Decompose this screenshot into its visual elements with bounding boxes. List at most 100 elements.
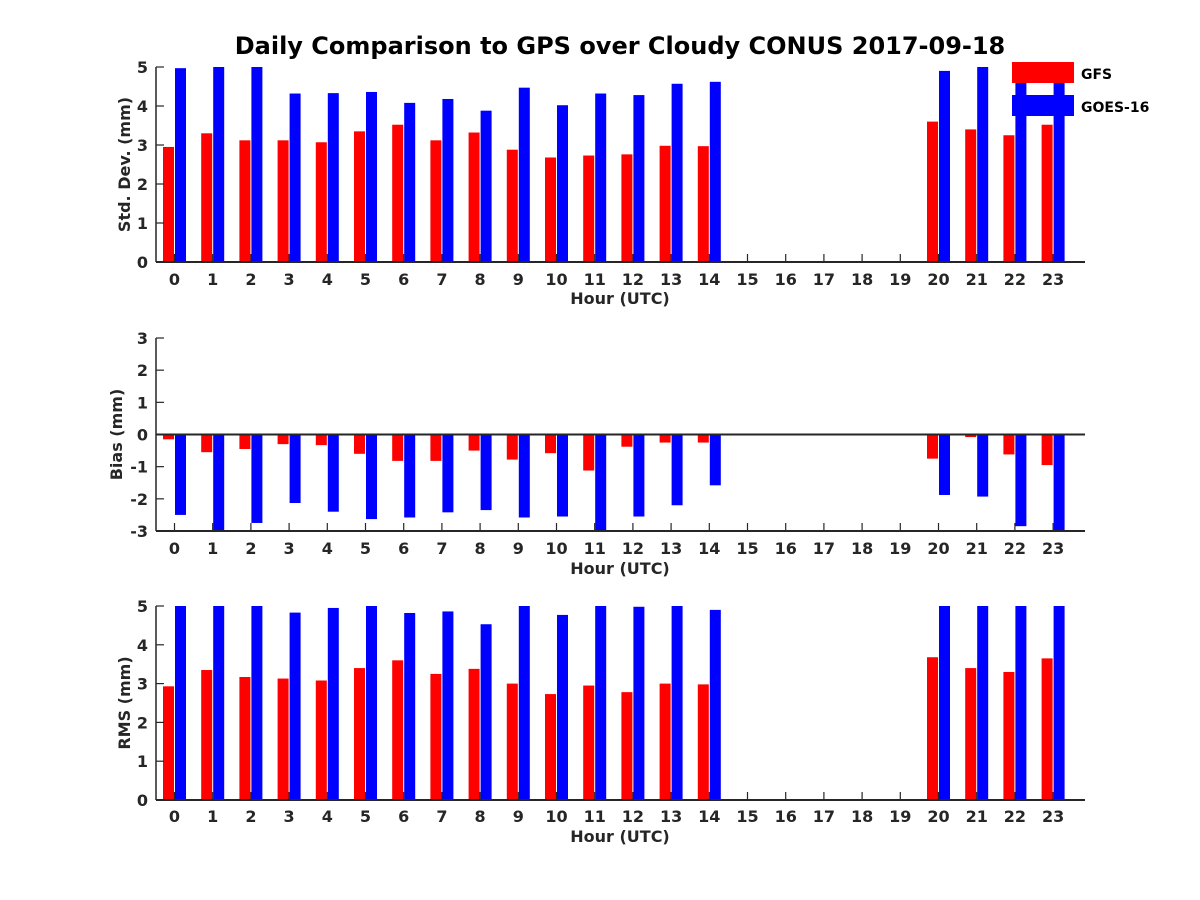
bar-rms-gfs-8 [468, 668, 480, 800]
x-tick-label-std: 21 [966, 270, 988, 289]
bar-bias-goes16-0 [175, 434, 186, 515]
bar-rms-gfs-13 [659, 683, 671, 800]
legend: GFS GOES-16 [1012, 62, 1149, 116]
x-tick-label-std: 18 [851, 270, 873, 289]
bar-rms-goes16-21 [977, 606, 989, 800]
bar-rms-goes16-5 [366, 606, 377, 800]
bar-std-gfs-5 [354, 131, 365, 262]
bar-bias-gfs-22 [1003, 434, 1015, 455]
x-tick-label-rms: 4 [322, 807, 333, 826]
bar-bias-goes16-6 [404, 434, 416, 518]
bar-bias-gfs-1 [201, 434, 213, 453]
x-tick-label-rms: 12 [622, 807, 644, 826]
bar-std-goes16-8 [480, 110, 492, 263]
bar-bias-gfs-11 [583, 434, 595, 471]
y-tick-label-bias: -3 [130, 522, 148, 541]
bar-rms-gfs-12 [621, 692, 633, 800]
y-tick-label-std: 5 [137, 58, 148, 77]
bar-bias-gfs-23 [1041, 434, 1053, 466]
x-tick-label-bias: 17 [813, 539, 835, 558]
bar-std-goes16-7 [442, 98, 454, 262]
bar-std-gfs-13 [659, 145, 671, 262]
x-tick-label-rms: 13 [660, 807, 682, 826]
bar-bias-gfs-13 [659, 434, 671, 443]
bar-bias-gfs-9 [506, 434, 518, 460]
bar-std-goes16-21 [977, 67, 989, 262]
bar-std-goes16-10 [557, 105, 568, 262]
x-tick-label-std: 19 [889, 270, 911, 289]
bar-rms-gfs-7 [430, 673, 442, 800]
bar-rms-gfs-9 [506, 683, 518, 800]
x-tick-label-bias: 2 [245, 539, 256, 558]
bar-rms-goes16-6 [404, 612, 416, 800]
x-tick-label-rms: 16 [775, 807, 797, 826]
x-tick-label-bias: 14 [698, 539, 720, 558]
bar-rms-gfs-23 [1041, 658, 1053, 800]
bar-bias-gfs-21 [965, 434, 977, 438]
y-axis-label-rms: RMS (mm) [115, 656, 134, 749]
bar-bias-goes16-7 [442, 434, 454, 513]
bar-rms-goes16-20 [939, 606, 950, 800]
legend-label-goes16: GOES-16 [1081, 100, 1149, 116]
bar-std-goes16-2 [251, 67, 263, 262]
x-tick-label-std: 0 [169, 270, 180, 289]
x-tick-label-rms: 2 [245, 807, 256, 826]
bar-bias-goes16-22 [1015, 434, 1027, 527]
bar-std-gfs-21 [965, 129, 977, 262]
bar-std-goes16-22 [1015, 70, 1027, 263]
x-tick-label-bias: 19 [889, 539, 911, 558]
y-tick-label-bias: -2 [130, 490, 148, 509]
bar-bias-goes16-12 [633, 434, 645, 517]
x-tick-label-std: 23 [1042, 270, 1064, 289]
y-axis-label-std: Std. Dev. (mm) [115, 97, 134, 232]
y-tick-label-std: 4 [137, 97, 148, 116]
bar-bias-gfs-12 [621, 434, 633, 447]
bar-rms-gfs-2 [239, 677, 251, 800]
y-tick-label-bias: 1 [137, 393, 148, 412]
bar-bias-gfs-4 [315, 434, 327, 446]
bar-std-goes16-20 [939, 70, 950, 263]
bar-std-goes16-3 [289, 93, 301, 263]
bar-rms-gfs-22 [1003, 671, 1015, 800]
x-tick-label-rms: 17 [813, 807, 835, 826]
legend-swatch-gfs [1012, 62, 1074, 83]
bar-rms-gfs-11 [583, 685, 595, 800]
x-tick-label-std: 7 [436, 270, 447, 289]
bar-std-goes16-9 [518, 87, 530, 262]
bar-std-gfs-0 [163, 146, 174, 262]
bar-bias-goes16-13 [671, 434, 683, 506]
y-tick-label-bias: 3 [137, 329, 148, 348]
y-tick-label-std: 2 [137, 175, 148, 194]
y-tick-label-rms: 5 [137, 597, 148, 616]
bar-bias-gfs-20 [927, 434, 938, 459]
x-tick-label-std: 6 [398, 270, 409, 289]
x-tick-label-std: 12 [622, 270, 644, 289]
bar-rms-gfs-5 [354, 668, 365, 800]
x-tick-label-std: 14 [698, 270, 720, 289]
bar-std-goes16-12 [633, 95, 645, 262]
bar-bias-gfs-2 [239, 434, 251, 449]
bar-std-gfs-1 [201, 133, 213, 262]
bar-std-gfs-11 [583, 155, 595, 262]
bar-bias-gfs-3 [277, 434, 289, 445]
y-tick-label-rms: 3 [137, 675, 148, 694]
bar-rms-goes16-10 [557, 614, 568, 800]
x-tick-label-bias: 6 [398, 539, 409, 558]
bar-rms-gfs-4 [315, 680, 327, 800]
bar-rms-goes16-22 [1015, 606, 1027, 800]
bar-bias-goes16-11 [595, 434, 607, 531]
x-tick-label-rms: 22 [1004, 807, 1026, 826]
y-tick-label-std: 3 [137, 136, 148, 155]
bar-rms-gfs-0 [163, 686, 174, 800]
x-tick-label-bias: 4 [322, 539, 333, 558]
bar-rms-goes16-2 [251, 606, 263, 800]
bar-rms-goes16-11 [595, 606, 607, 800]
x-tick-label-rms: 15 [736, 807, 758, 826]
bar-std-gfs-7 [430, 140, 442, 262]
x-axis-label-rms: Hour (UTC) [570, 827, 670, 846]
bar-bias-gfs-8 [468, 434, 480, 451]
x-tick-label-rms: 6 [398, 807, 409, 826]
x-tick-label-std: 9 [513, 270, 524, 289]
